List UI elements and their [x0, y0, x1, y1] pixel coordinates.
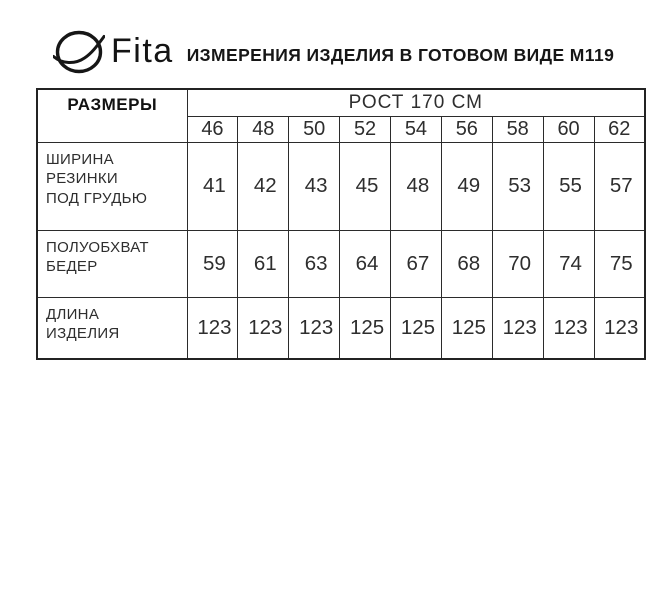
row-label: ДЛИНА ИЗДЕЛИЯ: [36, 296, 188, 360]
value-cell: 49: [440, 141, 493, 231]
value-cell: 43: [288, 141, 341, 231]
size-col-header: 56: [440, 115, 493, 143]
value-cell: 125: [390, 296, 442, 360]
size-header-row: 46 48 50 52 54 56 58 60 62: [37, 115, 646, 143]
value-cell: 57: [593, 141, 646, 231]
value-cell: 70: [491, 229, 544, 298]
row-label-line: БЕДЕР: [46, 258, 98, 276]
value-cell: 123: [542, 296, 595, 360]
value-cell: 123: [237, 296, 290, 360]
row-label-line: ШИРИНА: [46, 150, 114, 168]
value-cell: 63: [288, 229, 341, 298]
value-cell: 74: [542, 229, 595, 298]
value-cell: 123: [186, 296, 239, 360]
value-cell: 123: [593, 296, 646, 360]
value-cell: 123: [288, 296, 341, 360]
measurements-table: РАЗМЕРЫ РОСТ 170 СМ 46 48 50 52 54 56 58 60 62 Ш…: [36, 88, 646, 360]
value-cell: 123: [491, 296, 544, 360]
row-label-line: РЕЗИНКИ: [46, 170, 118, 188]
header: Fita ИЗМЕРЕНИЯ ИЗДЕЛИЯ В ГОТОВОМ ВИДЕ М1…: [53, 26, 614, 78]
value-cell: 68: [440, 229, 493, 298]
row-label: ШИРИНА РЕЗИНКИ ПОД ГРУДЬЮ: [36, 141, 188, 231]
value-cell: 125: [440, 296, 493, 360]
size-col-header: 48: [237, 115, 290, 143]
table-row: ДЛИНА ИЗДЕЛИЯ 123 123 123 125 125 125 123 123 123: [36, 296, 646, 360]
size-col-header: 62: [593, 115, 646, 143]
value-cell: 55: [542, 141, 595, 231]
value-cell: 64: [339, 229, 391, 298]
row-label: ПОЛУОБХВАТ БЕДЕР: [36, 229, 188, 298]
size-col-header: 52: [339, 115, 391, 143]
value-cell: 75: [593, 229, 646, 298]
row-label-line: ДЛИНА: [46, 305, 100, 323]
group-header-row: РАЗМЕРЫ РОСТ 170 СМ: [36, 88, 646, 143]
brand-name: Fita: [111, 31, 174, 70]
table-row: ПОЛУОБХВАТ БЕДЕР 59 61 63 64 67 68 70 74 75: [36, 229, 646, 298]
size-col-header: 46: [186, 115, 239, 143]
fita-orbit-ring-logo-icon: [53, 30, 105, 74]
table-body: ШИРИНА РЕЗИНКИ ПОД ГРУДЬЮ 41 42 43 45 48 49 53 55 5…: [36, 141, 646, 360]
value-cell: 61: [237, 229, 290, 298]
size-col-header: 58: [491, 115, 544, 143]
value-cell: 53: [491, 141, 544, 231]
row-label-line: ПОД ГРУДЬЮ: [46, 190, 148, 208]
size-col-header: 60: [542, 115, 595, 143]
value-cell: 125: [339, 296, 391, 360]
value-cell: 45: [339, 141, 391, 231]
value-cell: 48: [390, 141, 442, 231]
size-col-header: 50: [288, 115, 341, 143]
corner-header-sizes: РАЗМЕРЫ: [36, 88, 188, 143]
value-cell: 41: [186, 141, 239, 231]
row-label-line: ПОЛУОБХВАТ: [46, 238, 149, 256]
value-cell: 59: [186, 229, 239, 298]
value-cell: 67: [390, 229, 442, 298]
row-label-line: ИЗДЕЛИЯ: [46, 325, 120, 343]
table-row: ШИРИНА РЕЗИНКИ ПОД ГРУДЬЮ 41 42 43 45 48 49 53 55 5…: [36, 141, 646, 231]
value-cell: 42: [237, 141, 290, 231]
size-col-header: 54: [390, 115, 442, 143]
height-group-header: РОСТ 170 СМ: [186, 88, 646, 117]
page-title: ИЗМЕРЕНИЯ ИЗДЕЛИЯ В ГОТОВОМ ВИДЕ М119: [186, 44, 615, 65]
